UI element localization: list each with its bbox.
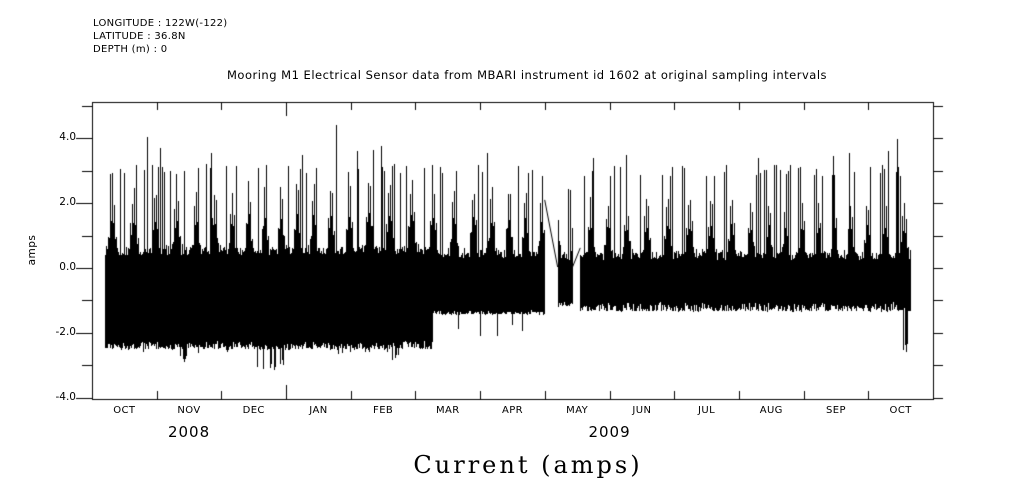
y-tick-label: 0.0 [59,261,76,273]
month-label: AUG [759,405,783,416]
month-label: MAR [435,405,460,416]
month-label: MAY [566,405,589,416]
year-label: 2009 [588,423,631,441]
month-label: OCT [113,405,136,416]
y-tick-label: -2.0 [55,326,77,338]
month-label: DEC [242,405,265,416]
longitude-label: LONGITUDE : 122W(-122) [93,18,228,29]
coordinates-header: LONGITUDE : 122W(-122) LATITUDE : 36.8N … [93,17,228,56]
month-label: JUN [632,405,652,416]
y-tick-label: 2.0 [59,196,76,208]
month-label: SEP [826,405,846,416]
plot-title: Mooring M1 Electrical Sensor data from M… [227,68,827,82]
month-label: FEB [373,405,394,416]
figure-caption: Current (amps) [413,451,643,479]
month-label: OCT [889,405,912,416]
y-tick-label: 4.0 [59,131,76,143]
y-tick-label: -4.0 [55,391,77,403]
depth-label: DEPTH (m) : 0 [93,44,168,55]
month-label: JUL [698,405,716,416]
latitude-label: LATITUDE : 36.8N [93,31,186,42]
year-label: 2008 [167,423,211,441]
month-label: NOV [177,405,201,416]
month-label: APR [501,405,524,416]
month-label: JAN [309,405,328,416]
